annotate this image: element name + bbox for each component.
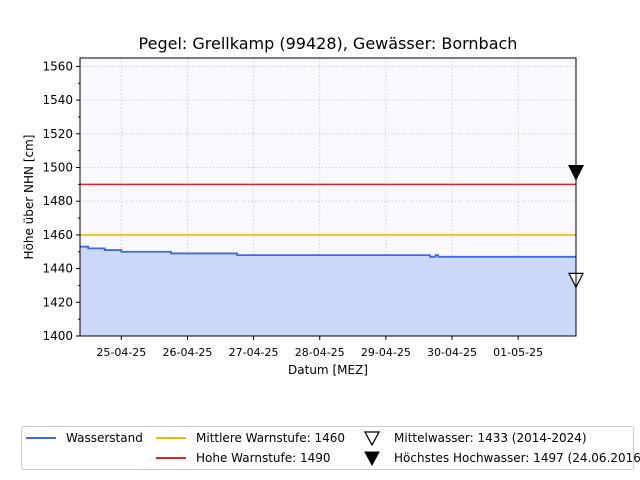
legend-item-wasserstand: Wasserstand <box>26 431 143 445</box>
x-tick-label: 25-04-25 <box>96 346 146 359</box>
water-level-area <box>80 246 576 336</box>
y-tick-label: 1500 <box>42 161 73 175</box>
chart-title: Pegel: Grellkamp (99428), Gewässer: Born… <box>139 34 518 53</box>
x-tick-label: 28-04-25 <box>295 346 345 359</box>
legend-label-hoechstes-hochwasser: Höchstes Hochwasser: 1497 (24.06.2016) <box>394 451 640 465</box>
y-tick-label: 1400 <box>42 329 73 343</box>
legend-label-hohe-warnstufe: Hohe Warnstufe: 1490 <box>196 451 331 465</box>
legend-item-mittelwasser: Mittelwasser: 1433 (2014-2024) <box>358 430 587 446</box>
water-level-line <box>80 245 576 258</box>
legend-item-hoechstes-hochwasser: Höchstes Hochwasser: 1497 (24.06.2016) <box>358 450 640 466</box>
y-tick-label: 1440 <box>42 262 73 276</box>
x-tick-label: 01-05-25 <box>493 346 543 359</box>
legend-label-mittlere-warnstufe: Mittlere Warnstufe: 1460 <box>196 431 346 445</box>
x-tick-label: 27-04-25 <box>229 346 279 359</box>
hollow-triangle-icon <box>364 431 380 446</box>
y-tick-label: 1480 <box>42 194 73 208</box>
chart: Pegel: Grellkamp (99428), Gewässer: Born… <box>22 34 584 377</box>
legend-item-mittlere-warnstufe: Mittlere Warnstufe: 1460 <box>156 431 345 445</box>
reference-lines <box>80 183 576 236</box>
legend-label-wasserstand: Wasserstand <box>66 431 143 445</box>
filled-triangle-icon <box>364 451 380 466</box>
x-axis-label: Datum [MEZ] <box>288 363 368 377</box>
x-tick-label: 29-04-25 <box>361 346 411 359</box>
y-tick-label: 1420 <box>42 295 73 309</box>
y-tick-label: 1460 <box>42 228 73 242</box>
legend-item-hohe-warnstufe: Hohe Warnstufe: 1490 <box>156 451 331 465</box>
y-tick-label: 1520 <box>42 127 73 141</box>
plot-frame <box>79 57 577 337</box>
x-tick-label: 26-04-25 <box>162 346 212 359</box>
x-axis-ticks: 25-04-25 26-04-25 27-04-25 28-04-25 29-04-25… <box>96 336 543 359</box>
legend-swatch-mittlere-warnstufe <box>156 437 186 439</box>
y-axis-ticks: 1400 1420 1440 1460 1480 1500 1520 1540 1560 <box>42 59 80 343</box>
y-tick-label: 1560 <box>42 59 73 73</box>
water-level-fill <box>80 246 576 336</box>
legend-label-mittelwasser: Mittelwasser: 1433 (2014-2024) <box>394 431 587 445</box>
x-tick-label: 30-04-25 <box>427 346 477 359</box>
legend: Wasserstand Mittlere Warnstufe: 1460 Hoh… <box>21 426 640 470</box>
y-tick-label: 1540 <box>42 93 73 107</box>
legend-swatch-wasserstand <box>26 437 56 439</box>
y-axis-label: Höhe über NHN [cm] <box>22 135 36 260</box>
water-level-series <box>80 245 576 258</box>
legend-swatch-hohe-warnstufe <box>156 457 186 459</box>
